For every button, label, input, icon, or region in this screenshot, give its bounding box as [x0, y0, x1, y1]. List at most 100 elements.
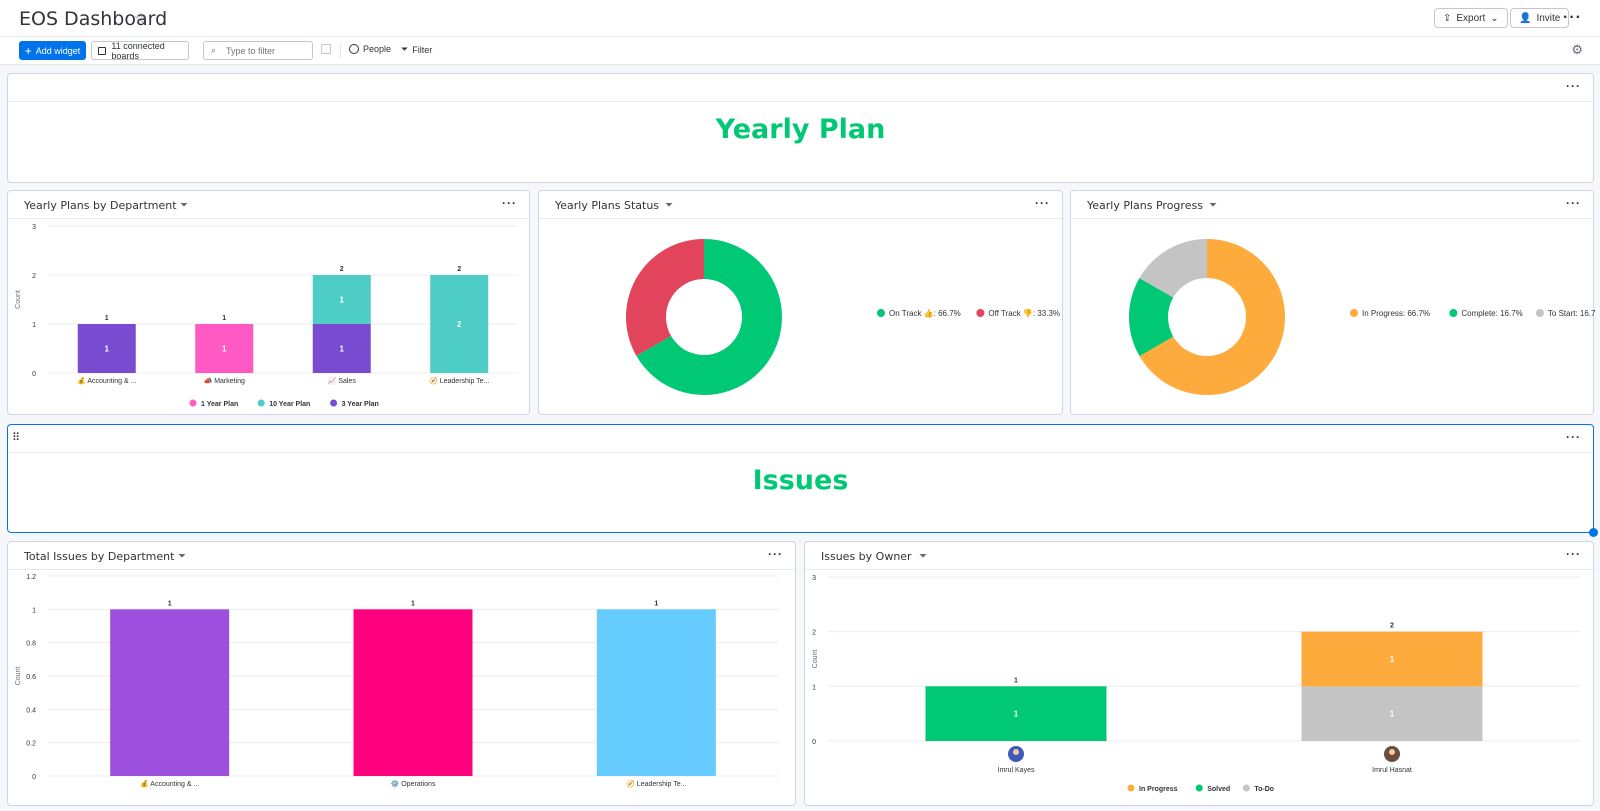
issues-text-widget[interactable]: ⠿ ··· Issues — [7, 424, 1598, 537]
widget-title: Total Issues by Department — [24, 550, 175, 563]
pie-slice — [1139, 239, 1285, 395]
bar-value-label: 1 — [168, 600, 172, 607]
filter-label: Filter — [412, 44, 433, 55]
bar-segment — [312, 324, 371, 373]
widget-more-icon[interactable]: ··· — [1566, 430, 1581, 444]
legend-marker — [1449, 309, 1458, 317]
plus-icon: + — [24, 43, 32, 58]
settings-gear-icon[interactable]: ⚙ — [1571, 42, 1583, 57]
export-label: Export — [1456, 12, 1486, 24]
yearly-plans-by-department-chart: 0 1 2 3 Count 1 1 💰 Accounting & ... 1 1 📣 Marketi… — [15, 224, 518, 408]
widget-header: ⠿ ··· — [8, 425, 1593, 453]
widget-title: Yearly Plans Status — [555, 199, 660, 212]
y-tick-label: 0 — [812, 739, 816, 746]
funnel-icon[interactable]: ⏷ — [665, 200, 673, 211]
people-label: People — [363, 44, 392, 54]
segment-value-label: 1 — [222, 345, 227, 354]
y-tick-label: 2 — [812, 630, 816, 637]
more-options-icon[interactable]: ··· — [1563, 9, 1582, 26]
y-axis-label: Count — [15, 290, 22, 309]
segment-value-label: 1 — [1390, 655, 1395, 664]
bar-segment — [195, 324, 254, 373]
bar-segment — [77, 324, 136, 373]
bar-segment — [1301, 631, 1483, 687]
x-tick-label: Imrul Kayes — [998, 767, 1035, 774]
widget-header: Total Issues by Department ⏷ ··· — [8, 542, 795, 570]
segment-value-label: 1 — [340, 296, 345, 305]
add-person-icon: 👤 — [1519, 12, 1532, 24]
widget-more-icon[interactable]: ··· — [768, 547, 783, 561]
legend-marker — [1195, 784, 1203, 792]
favorite-star-icon[interactable]: ☆ — [134, 10, 147, 26]
board-icon — [98, 46, 107, 55]
funnel-icon[interactable]: ⏷ — [180, 200, 188, 211]
segment-value-label: 2 — [457, 320, 462, 329]
save-view-icon[interactable] — [321, 44, 331, 54]
connected-boards-label: 11 connected boards — [111, 40, 165, 61]
legend-label: Complete: 16.7% — [1461, 309, 1522, 318]
x-tick-label: 🧭 Leadership Te... — [429, 376, 489, 385]
widget-more-icon[interactable]: ··· — [1035, 196, 1050, 210]
issues-heading: Issues — [752, 465, 849, 496]
bar — [353, 609, 473, 776]
top-header: EOS Dashboard ☆ ⇪ Export ⌄ 👤 Invite ··· — [0, 0, 1600, 37]
y-tick-label: 0 — [32, 774, 36, 781]
widget-more-icon[interactable]: ··· — [1566, 196, 1581, 210]
filter-input[interactable] — [203, 41, 313, 60]
toolbar-divider — [340, 43, 341, 59]
invite-button[interactable]: 👤 Invite — [1510, 8, 1570, 28]
pie-slice — [636, 239, 782, 395]
widget-header: Yearly Plans Status ⏷ ··· — [539, 191, 1062, 219]
drag-handle-icon[interactable]: ⠿ — [12, 432, 21, 444]
bar-segment — [430, 275, 489, 373]
bar-total-label: 1 — [222, 315, 226, 322]
funnel-icon[interactable]: ⏷ — [1209, 200, 1217, 211]
funnel-icon: ⏷ — [401, 44, 409, 54]
filter-button[interactable]: ⏷ Filter — [401, 44, 432, 55]
funnel-icon[interactable]: ⏷ — [178, 551, 186, 562]
widget-more-icon[interactable]: ··· — [502, 196, 517, 210]
legend-label: In Progress — [1139, 786, 1178, 793]
bar-total-label: 1 — [105, 315, 109, 322]
legend-label: To Start: 16.7% — [1548, 309, 1595, 318]
legend-marker — [1350, 309, 1358, 317]
yearly-plans-progress-widget: Yearly Plans Progress ⏷ ··· In Progress:… — [1070, 190, 1595, 415]
y-tick-label: 1 — [32, 607, 36, 614]
export-button[interactable]: ⇪ Export ⌄ — [1434, 8, 1508, 28]
add-widget-label: Add widget — [35, 45, 81, 56]
widget-more-icon[interactable]: ··· — [1566, 79, 1581, 93]
segment-value-label: 1 — [1390, 710, 1395, 719]
legend-marker — [1535, 309, 1544, 317]
legend-marker — [1127, 784, 1135, 792]
export-icon: ⇪ — [1443, 12, 1452, 24]
y-tick-label: 1 — [32, 322, 36, 329]
legend-label: 10 Year Plan — [269, 401, 310, 408]
legend-label: In Progress: 66.7% — [1362, 309, 1430, 318]
bar-value-label: 1 — [654, 600, 658, 607]
x-tick-label: 📈 Sales — [328, 376, 357, 385]
widget-header: Issues by Owner ⏷ ··· — [805, 542, 1593, 570]
connected-boards-button[interactable]: 11 connected boards — [91, 40, 189, 61]
add-widget-button[interactable]: + Add widget — [19, 41, 86, 60]
y-axis-label: Count — [812, 650, 819, 669]
legend-label: 1 Year Plan — [201, 401, 238, 408]
person-circle-icon — [349, 44, 359, 54]
resize-handle[interactable] — [1589, 528, 1598, 537]
x-tick-label: Imrul Hasnat — [1372, 767, 1412, 774]
total-issues-by-department-widget: Total Issues by Department ⏷ ··· 0 0.2 0.4… — [7, 541, 796, 806]
people-filter-button[interactable]: People — [349, 44, 391, 54]
funnel-icon[interactable]: ⏷ — [919, 551, 927, 562]
segment-value-label: 1 — [1014, 710, 1019, 719]
bar-segment — [312, 275, 371, 324]
total-issues-by-department-chart: 0 0.2 0.4 0.6 0.8 1 1.2 Count 1 💰 Accounting & ..… — [15, 574, 778, 788]
legend-label: On Track 👍: 66.7% — [889, 308, 961, 318]
y-axis-label: Count — [15, 667, 22, 686]
widget-header: Yearly Plans by Department ⏷ ··· — [8, 191, 529, 219]
bar — [596, 609, 716, 776]
y-tick-label: 0 — [32, 371, 36, 378]
widget-more-icon[interactable]: ··· — [1566, 547, 1581, 561]
y-tick-label: 0.8 — [26, 641, 36, 648]
x-tick-label: 💰 Accounting & ... — [77, 376, 136, 385]
y-tick-label: 0.2 — [26, 741, 36, 748]
yearly-plans-progress-chart: In Progress: 66.7% Complete: 16.7% To Star… — [1129, 239, 1595, 395]
